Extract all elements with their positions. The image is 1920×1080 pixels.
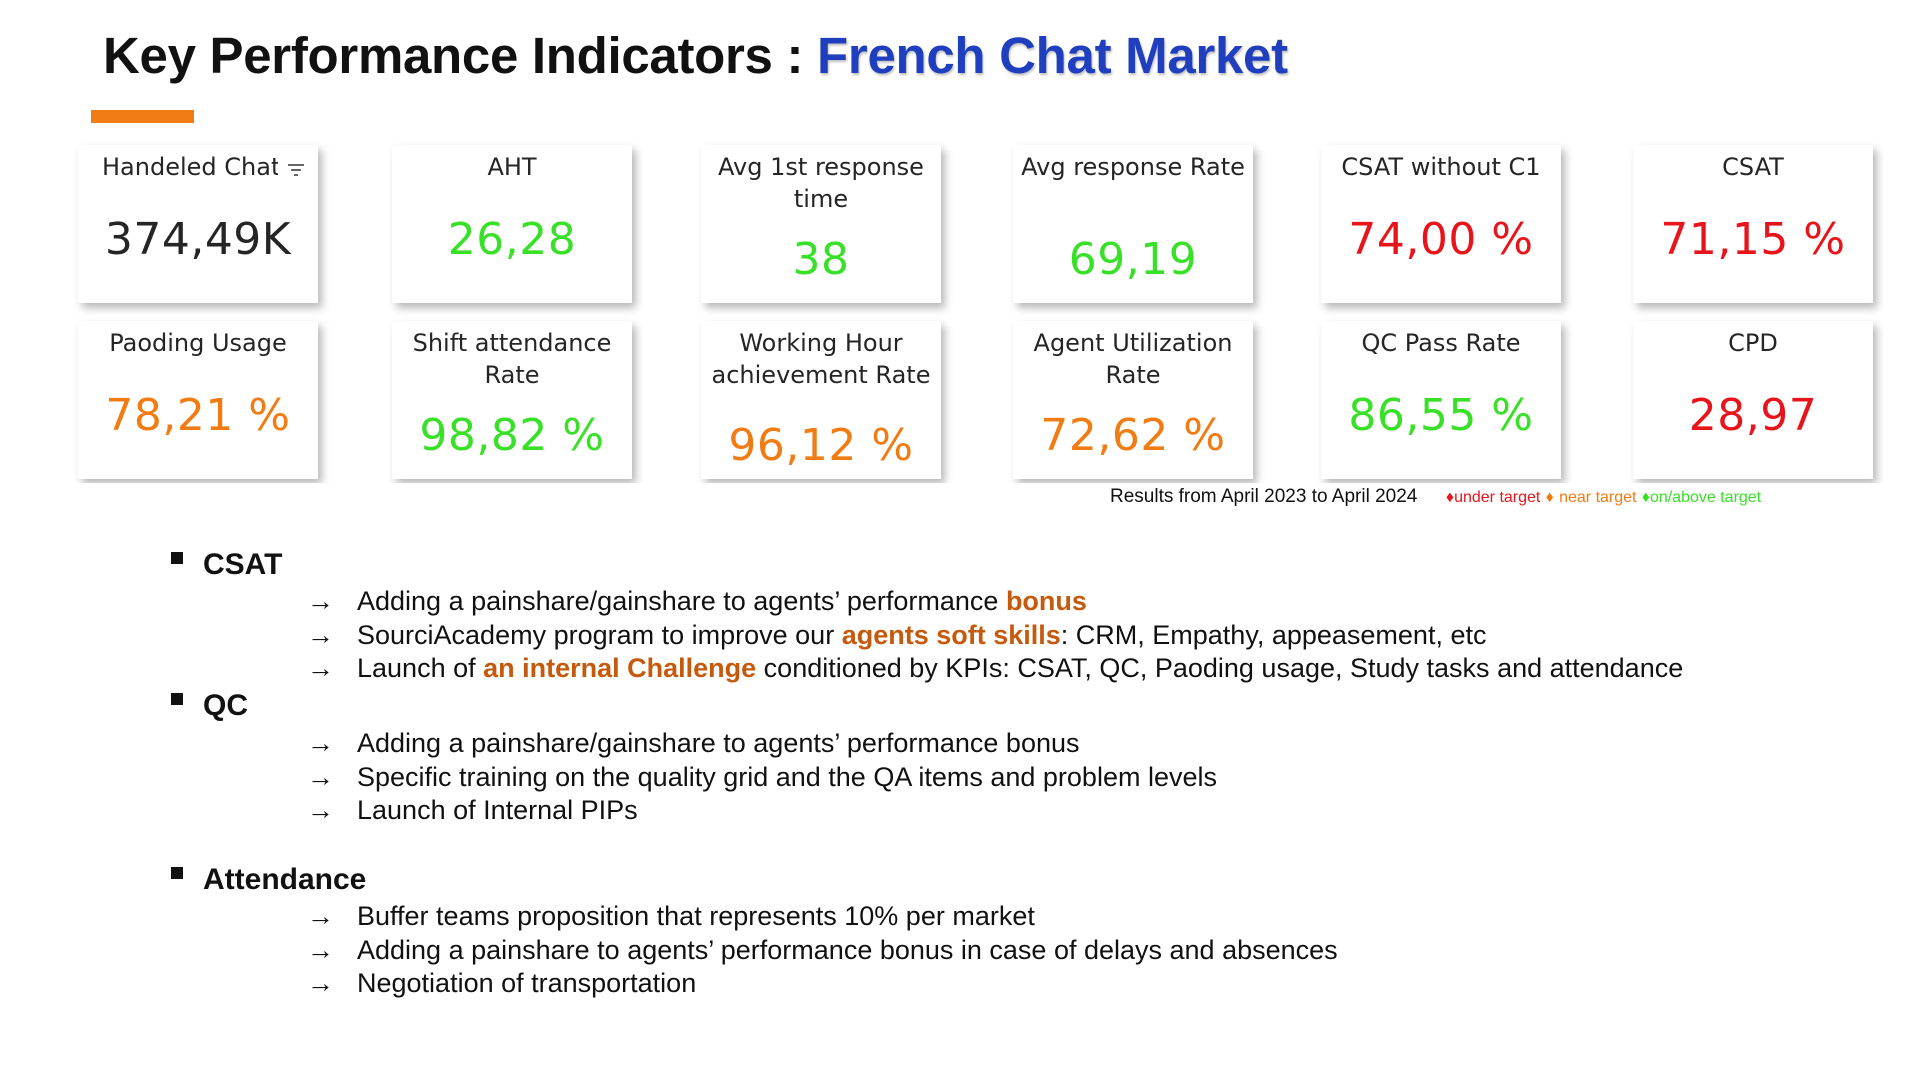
kpi-card[interactable]: AHT 26,28 — [392, 145, 632, 303]
action-item: → Negotiation of transportation — [307, 968, 696, 999]
title-underline-bar — [91, 110, 194, 123]
action-text: Specific training on the quality grid an… — [357, 762, 1217, 792]
square-bullet-icon — [171, 693, 183, 705]
action-text: Adding a painshare/gainshare to agents’ … — [357, 728, 1080, 758]
kpi-label: Agent Utilization Rate — [1033, 329, 1233, 389]
arrow-right-icon: → — [307, 795, 334, 825]
action-text: : CRM, Empathy, appeasement, etc — [1060, 620, 1487, 650]
kpi-card[interactable]: Working Hour achievement Rate 96,12 % — [701, 321, 941, 479]
legend-near-target: near target — [1559, 489, 1637, 506]
kpi-label: Avg response Rate — [1021, 153, 1245, 181]
kpi-value: 28,97 — [1688, 390, 1818, 441]
kpi-card[interactable]: Shift attendance Rate 98,82 % — [392, 321, 632, 479]
square-bullet-icon — [171, 552, 183, 564]
legend-under-target: under target — [1454, 489, 1541, 506]
arrow-right-icon: → — [307, 620, 334, 650]
kpi-label: AHT — [487, 153, 537, 181]
arrow-right-icon: → — [307, 901, 334, 931]
action-item: → Launch of an internal Challenge conditi… — [307, 653, 1683, 684]
action-text: conditioned by KPIs: CSAT, QC, Paoding u… — [756, 653, 1684, 683]
kpi-value: 26,28 — [447, 214, 577, 265]
kpi-label: Handeled Chat — [102, 153, 278, 181]
highlighted-text: bonus — [1005, 586, 1087, 616]
legend-under-marker: ♦ — [1445, 489, 1455, 506]
section-heading: Attendance — [203, 863, 367, 896]
kpi-card[interactable]: CSAT without C1 74,00 % — [1321, 145, 1561, 303]
title-prefix: Key Performance Indicators : — [103, 27, 818, 84]
action-item: → Buffer teams proposition that represent… — [307, 901, 1035, 932]
kpi-value: 374,49K — [104, 214, 292, 265]
kpi-legend: Results from April 2023 to April 2024 ♦u… — [1110, 486, 1761, 508]
kpi-card[interactable]: Handeled Chat 374,49K — [78, 145, 318, 303]
kpi-card[interactable]: Avg response Rate 69,19 — [1013, 145, 1253, 303]
action-text: Buffer teams proposition that represents… — [357, 901, 1035, 931]
kpi-label: CSAT without C1 — [1341, 153, 1541, 181]
kpi-card[interactable]: Agent Utilization Rate 72,62 % — [1013, 321, 1253, 479]
kpi-card[interactable]: CSAT 71,15 % — [1633, 145, 1873, 303]
action-item: → Adding a painshare to agents’ performan… — [307, 935, 1338, 966]
action-text: Launch of — [357, 653, 484, 683]
arrow-right-icon: → — [307, 762, 334, 792]
highlighted-text: agents soft skills — [841, 620, 1061, 650]
kpi-card[interactable]: QC Pass Rate 86,55 % — [1321, 321, 1561, 479]
arrow-right-icon: → — [307, 728, 334, 758]
action-item: → Adding a painshare/gainshare to agents’… — [307, 586, 1087, 617]
kpi-value: 38 — [792, 234, 850, 285]
action-text: Negotiation of transportation — [357, 968, 697, 998]
highlighted-text: an internal Challenge — [483, 653, 757, 683]
kpi-value: 96,12 % — [728, 420, 914, 471]
kpi-dashboard: Handeled Chat 374,49K AHT 26,28 Avg 1st resp… — [74, 143, 1884, 483]
action-item: → Specific training on the quality grid a… — [307, 762, 1217, 793]
legend-results-period: Results from April 2023 to April 2024 — [1110, 486, 1418, 507]
square-bullet-icon — [171, 867, 183, 879]
kpi-label: Avg 1st response time — [718, 153, 924, 213]
kpi-label: Working Hour achievement Rate — [711, 329, 931, 389]
kpi-value: 98,82 % — [419, 410, 605, 461]
kpi-value: 69,19 — [1068, 234, 1198, 285]
kpi-label: Paoding Usage — [109, 329, 287, 357]
kpi-label: Shift attendance Rate — [412, 329, 612, 389]
kpi-value: 71,15 % — [1660, 214, 1846, 265]
kpi-value: 72,62 % — [1040, 410, 1226, 461]
action-item: → Launch of Internal PIPs — [307, 795, 638, 826]
action-item: → SourciAcademy program to improve our ag… — [307, 620, 1486, 651]
kpi-label: CPD — [1728, 329, 1778, 357]
legend-above-marker: ♦ — [1641, 489, 1650, 506]
kpi-card[interactable]: CPD 28,97 — [1633, 321, 1873, 479]
legend-above-target: on/above target — [1649, 489, 1762, 506]
arrow-right-icon: → — [307, 935, 334, 965]
action-text: Launch of Internal PIPs — [357, 795, 638, 825]
filter-icon[interactable] — [286, 161, 306, 179]
kpi-label: QC Pass Rate — [1361, 329, 1521, 357]
legend-near-marker: ♦ — [1545, 489, 1554, 506]
section-heading: CSAT — [203, 548, 283, 581]
kpi-value: 74,00 % — [1348, 214, 1534, 265]
action-item: → Adding a painshare/gainshare to agents’… — [307, 728, 1080, 759]
kpi-card[interactable]: Avg 1st response time 38 — [701, 145, 941, 303]
kpi-value: 86,55 % — [1348, 390, 1534, 441]
kpi-value: 78,21 % — [105, 390, 291, 441]
arrow-right-icon: → — [307, 968, 334, 998]
action-text: Adding a painshare/gainshare to agents’ … — [357, 586, 1006, 616]
title-accent: French Chat Market — [817, 27, 1288, 84]
page-title: Key Performance Indicators : French Chat… — [103, 26, 1288, 85]
kpi-card[interactable]: Paoding Usage 78,21 % — [78, 321, 318, 479]
kpi-label: CSAT — [1722, 153, 1784, 181]
action-text: SourciAcademy program to improve our — [357, 620, 842, 650]
action-text: Adding a painshare to agents’ performanc… — [357, 935, 1338, 965]
arrow-right-icon: → — [307, 653, 334, 683]
arrow-right-icon: → — [307, 586, 334, 616]
section-heading: QC — [203, 689, 248, 722]
